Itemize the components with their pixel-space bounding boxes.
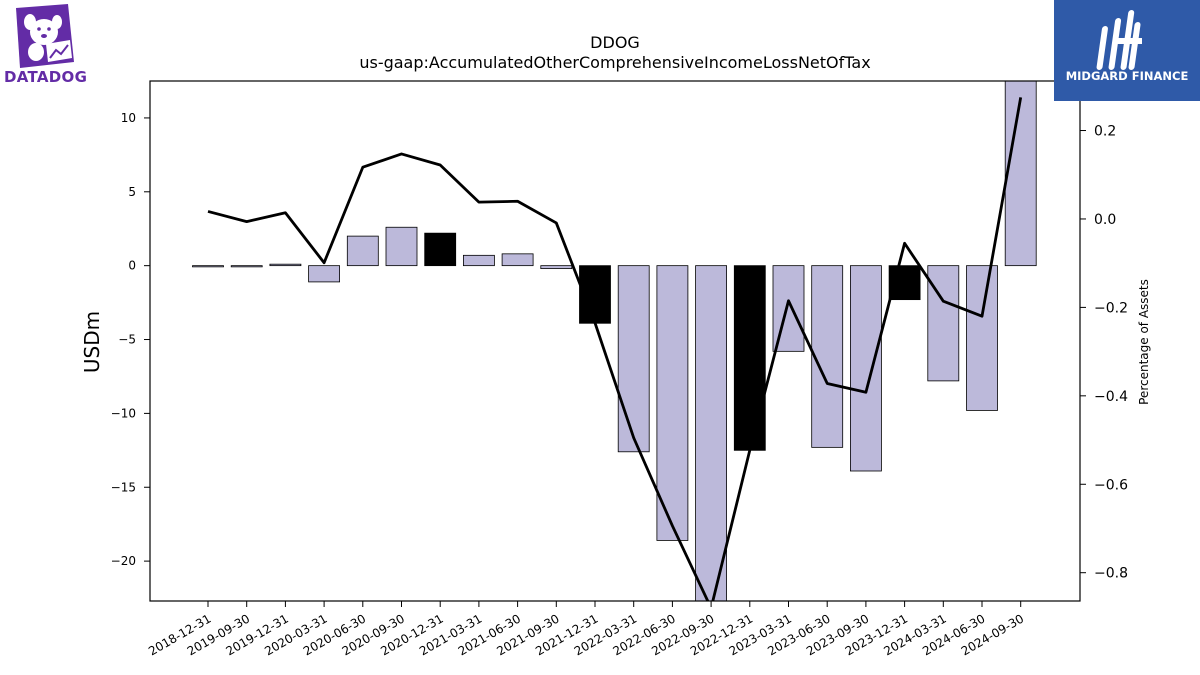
bar-2024-06-30 (966, 265, 998, 411)
plot-area (192, 81, 1037, 601)
bar-2023-06-30 (811, 265, 844, 448)
midgard-finance-logo: MIDGARD FINANCE (1054, 0, 1200, 101)
bar-2021-03-31 (462, 254, 495, 267)
bar-2024-09-30 (1004, 81, 1037, 267)
y-tick-label: 10 (121, 111, 136, 125)
datadog-logo: DATADOG (0, 0, 92, 92)
bar-2023-09-30 (850, 265, 882, 472)
y-tick-label: 5 (128, 185, 136, 199)
y-tick-label: 0 (128, 259, 136, 273)
plot-frame (149, 80, 1081, 602)
bar-2021-09-30 (540, 265, 573, 270)
datadog-dog-icon (16, 4, 74, 68)
bar-2020-06-30 (346, 235, 379, 267)
bar-2020-03-31 (308, 265, 341, 283)
y2-tick-label: −0.2 (1094, 300, 1128, 316)
bar-2020-12-31 (424, 232, 457, 267)
bar-2022-06-30 (656, 265, 689, 541)
y2-tick-label: 0.2 (1094, 124, 1116, 140)
bar-2020-09-30 (385, 226, 418, 267)
bar-2022-09-30 (695, 265, 727, 601)
y-tick-label: −5 (118, 333, 136, 347)
bar-2022-12-31 (733, 265, 766, 451)
y2-tick-label: 0.0 (1094, 212, 1116, 228)
bar-2021-06-30 (501, 253, 534, 267)
y2-tick-label: −0.4 (1094, 389, 1128, 405)
datadog-logo-text: DATADOG (4, 68, 88, 86)
bar-2019-12-31 (269, 263, 302, 267)
y2-tick-label: −0.8 (1094, 566, 1128, 582)
chart-title: DDOG (590, 33, 640, 52)
y2-tick-label: −0.6 (1094, 477, 1128, 493)
bar-2019-09-30 (230, 265, 263, 268)
y2-axis-label: Percentage of Assets (1137, 279, 1151, 405)
midgard-logo-text: MIDGARD FINANCE (1065, 69, 1189, 83)
y-tick-label: −20 (111, 554, 136, 568)
y-axis-label: USDm (80, 311, 104, 373)
bar-2018-12-31 (192, 265, 224, 268)
percentage-of-assets-line (207, 97, 1023, 601)
chart-subtitle: us-gaap:AccumulatedOtherComprehensiveInc… (359, 53, 870, 72)
plot-content (192, 81, 1037, 601)
y-tick-label: −15 (111, 480, 136, 494)
bar-2022-03-31 (617, 265, 650, 453)
y-tick-label: −10 (111, 406, 136, 420)
midgard-logo-icon (1096, 10, 1142, 70)
